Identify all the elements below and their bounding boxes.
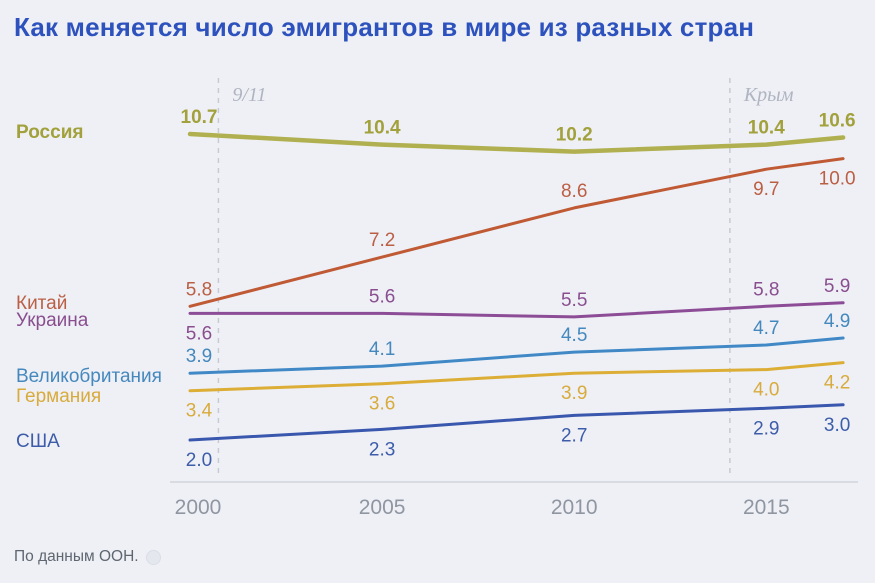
series-line-russia bbox=[187, 131, 846, 154]
x-tick-label: 2000 bbox=[175, 496, 222, 519]
value-label-russia: 10.4 bbox=[748, 118, 785, 139]
value-label-uk: 3.9 bbox=[186, 346, 212, 367]
source-text: По данным ООН. bbox=[14, 548, 139, 565]
globe-icon bbox=[145, 549, 161, 565]
value-label-china: 7.2 bbox=[369, 230, 395, 251]
series-label-china: Китай bbox=[16, 293, 68, 314]
value-label-germany: 3.6 bbox=[369, 394, 395, 415]
value-label-china: 10.0 bbox=[819, 169, 856, 190]
value-label-usa: 2.9 bbox=[753, 418, 779, 439]
value-label-ukraine: 5.6 bbox=[186, 323, 212, 344]
event-label: 9/11 bbox=[232, 84, 266, 106]
series-line-usa bbox=[188, 403, 845, 442]
series-line-germany bbox=[188, 361, 845, 393]
value-label-ukraine: 5.6 bbox=[369, 286, 395, 307]
value-label-ukraine: 5.9 bbox=[824, 276, 850, 297]
value-label-uk: 4.5 bbox=[561, 325, 587, 346]
series-line-ukraine bbox=[188, 301, 845, 319]
value-label-usa: 2.7 bbox=[561, 425, 587, 446]
x-tick-label: 2015 bbox=[743, 496, 790, 519]
value-label-uk: 4.9 bbox=[824, 311, 850, 332]
value-label-russia: 10.7 bbox=[181, 107, 218, 128]
x-tick-label: 2010 bbox=[551, 496, 598, 519]
value-label-china: 9.7 bbox=[753, 179, 779, 200]
x-tick-label: 2005 bbox=[359, 496, 406, 519]
value-label-usa: 3.0 bbox=[824, 415, 850, 436]
value-label-uk: 4.1 bbox=[369, 339, 395, 360]
value-label-china: 8.6 bbox=[561, 181, 587, 202]
value-label-uk: 4.7 bbox=[753, 318, 779, 339]
value-label-ukraine: 5.5 bbox=[561, 290, 587, 311]
event-label: Крым bbox=[743, 84, 794, 106]
value-label-germany: 4.0 bbox=[753, 380, 779, 401]
value-label-china: 5.8 bbox=[186, 279, 212, 300]
page-title: Как меняется число эмигрантов в мире из … bbox=[14, 12, 755, 42]
value-label-ukraine: 5.8 bbox=[753, 279, 779, 300]
series-label-usa: США bbox=[16, 431, 60, 452]
value-label-usa: 2.3 bbox=[369, 439, 395, 460]
chart-source: По данным ООН. bbox=[14, 548, 161, 566]
value-label-russia: 10.6 bbox=[819, 111, 856, 132]
series-label-ukraine: Украина bbox=[16, 310, 89, 331]
series-label-uk: Великобритания bbox=[16, 366, 162, 387]
value-label-germany: 3.4 bbox=[186, 401, 213, 422]
series-line-uk bbox=[188, 336, 845, 375]
value-label-usa: 2.0 bbox=[186, 450, 212, 471]
value-label-russia: 10.4 bbox=[364, 118, 401, 139]
series-label-germany: Германия bbox=[16, 386, 102, 407]
series-label-russia: Россия bbox=[16, 122, 84, 143]
value-label-russia: 10.2 bbox=[556, 125, 593, 146]
value-label-germany: 4.2 bbox=[824, 373, 850, 394]
series-line-china bbox=[188, 157, 845, 308]
value-label-germany: 3.9 bbox=[561, 383, 587, 404]
